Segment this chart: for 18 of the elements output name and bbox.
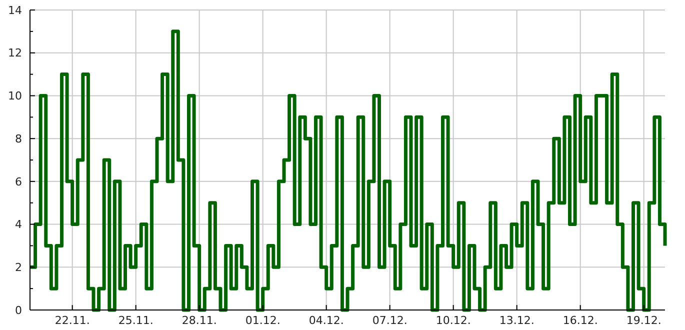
x-tick-label: 07.12.	[372, 314, 408, 327]
y-tick-label: 10	[8, 90, 22, 103]
y-tick-label: 8	[15, 132, 22, 146]
y-tick-label: 4	[15, 218, 22, 232]
x-tick-label: 19.12.	[626, 314, 662, 327]
x-tick-label: 25.11.	[118, 314, 154, 327]
x-tick-label: 04.12.	[308, 314, 344, 327]
x-tick-label: 10.12.	[436, 314, 471, 327]
x-tick-label: 01.12.	[245, 314, 280, 327]
y-tick-label: 6	[15, 175, 22, 188]
x-tick-label: 28.11.	[182, 314, 217, 327]
y-tick-label: 12	[8, 46, 22, 60]
x-tick-label: 16.12.	[562, 314, 598, 327]
y-tick-label: 0	[15, 304, 22, 317]
x-tick-label: 22.11.	[54, 314, 90, 327]
y-tick-label: 2	[15, 260, 22, 274]
y-tick-label: 14	[8, 4, 22, 17]
x-tick-label: 13.12.	[499, 314, 534, 327]
